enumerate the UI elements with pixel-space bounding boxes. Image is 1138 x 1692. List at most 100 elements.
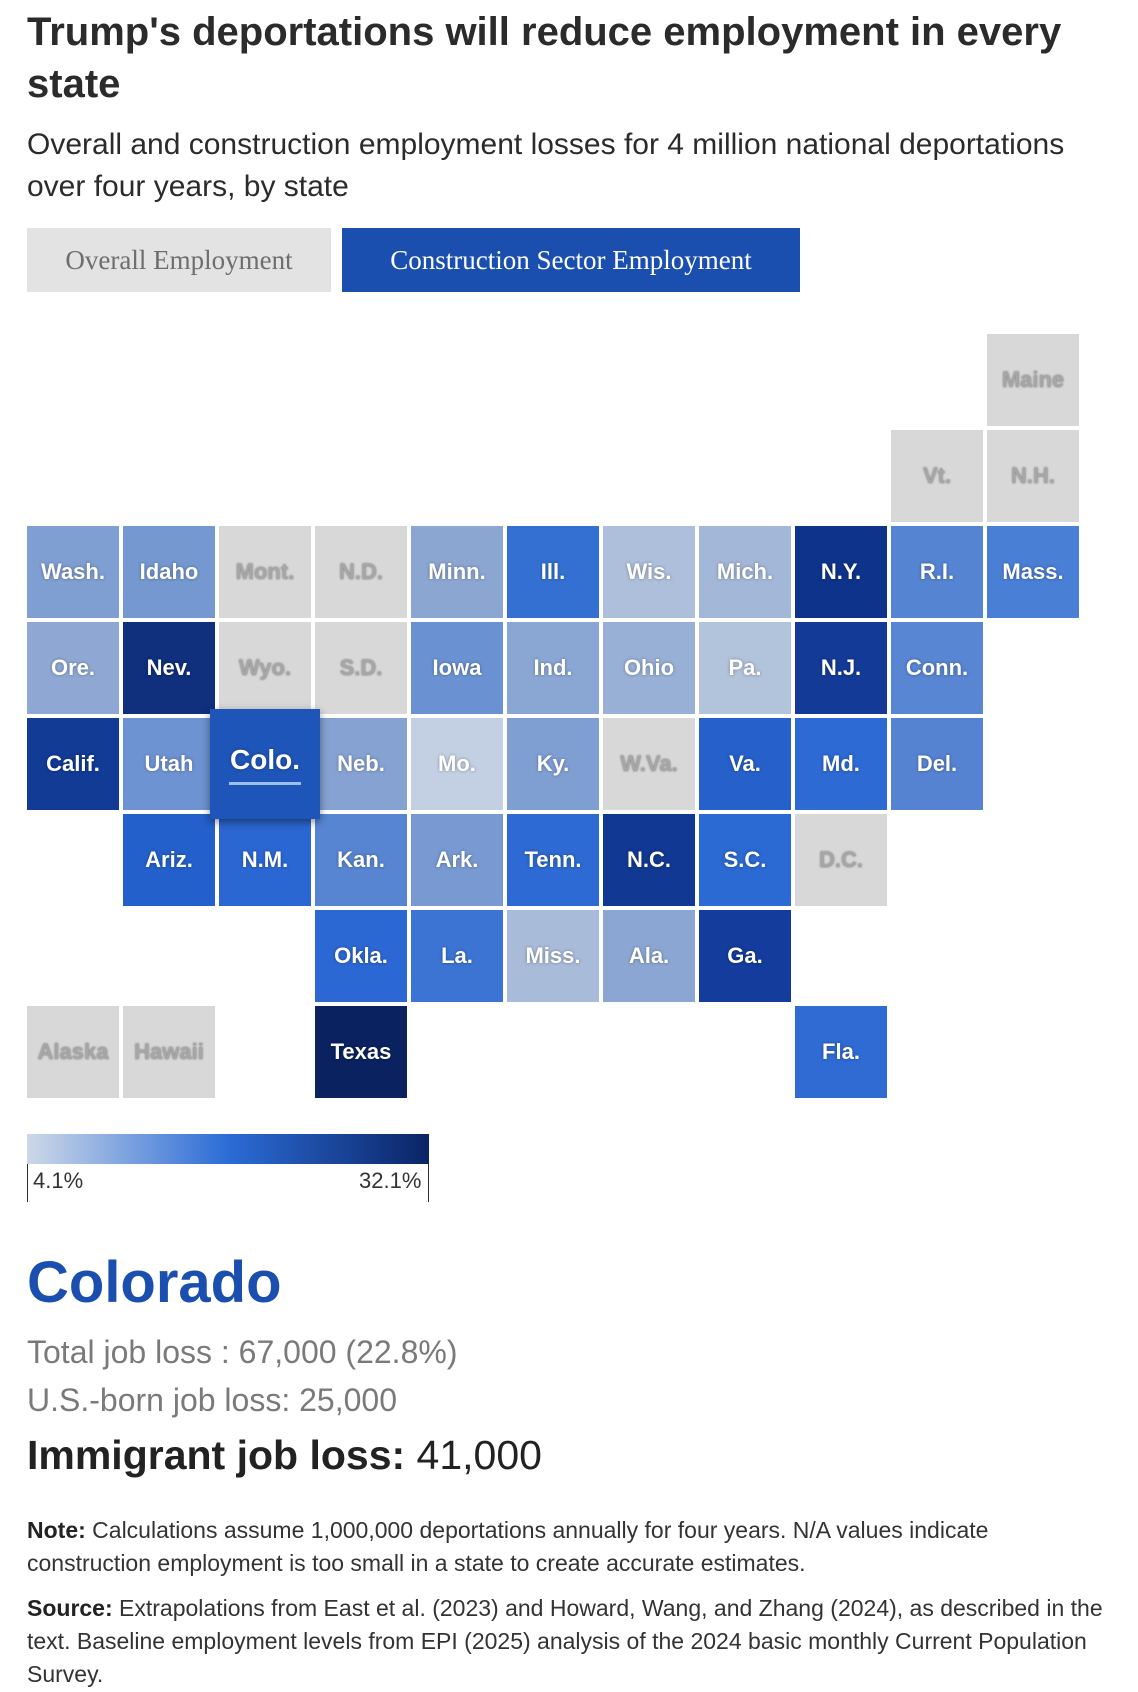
state-tile-s-c[interactable]: S.C. <box>699 814 791 906</box>
state-tile-del[interactable]: Del. <box>891 718 983 810</box>
state-tile-label: Ky. <box>536 751 570 776</box>
state-tile-label: Texas <box>330 1039 392 1064</box>
state-tile-w-va[interactable]: W.Va. <box>603 718 695 810</box>
state-tile-label: Wash. <box>41 559 105 584</box>
state-tile-label: W.Va. <box>620 751 678 776</box>
state-tile-label: La. <box>441 943 473 968</box>
state-tile-ore[interactable]: Ore. <box>27 622 119 714</box>
state-tile-label: S.D. <box>339 655 383 680</box>
state-tile-idaho[interactable]: Idaho <box>123 526 215 618</box>
state-tile-label: Alaska <box>37 1039 109 1064</box>
state-tile-label: Neb. <box>337 751 385 776</box>
state-tile-utah[interactable]: Utah <box>123 718 215 810</box>
state-tile-alaska[interactable]: Alaska <box>27 1006 119 1098</box>
state-tile-label: Ohio <box>623 655 675 680</box>
state-tile-n-c[interactable]: N.C. <box>603 814 695 906</box>
state-tile-label: Tenn. <box>524 847 582 872</box>
state-tile-tenn[interactable]: Tenn. <box>507 814 599 906</box>
state-tile-n-j[interactable]: N.J. <box>795 622 887 714</box>
state-tile-conn[interactable]: Conn. <box>891 622 983 714</box>
state-tile-label: N.C. <box>627 847 671 872</box>
state-tile-label: N.H. <box>1011 463 1055 488</box>
state-tile-nev[interactable]: Nev. <box>123 622 215 714</box>
state-tile-label: Mass. <box>1002 559 1064 584</box>
state-tile-ala[interactable]: Ala. <box>603 910 695 1002</box>
state-tile-minn[interactable]: Minn. <box>411 526 503 618</box>
state-tile-mo[interactable]: Mo. <box>411 718 503 810</box>
state-tile-label: Miss. <box>525 943 581 968</box>
immigrant-job-loss-value: 41,000 <box>405 1432 542 1478</box>
state-tile-hawaii[interactable]: Hawaii <box>123 1006 215 1098</box>
state-tile-wyo[interactable]: Wyo. <box>219 622 311 714</box>
immigrant-job-loss-label: Immigrant job loss: <box>27 1432 406 1478</box>
state-tile-md[interactable]: Md. <box>795 718 887 810</box>
state-tile-n-h[interactable]: N.H. <box>987 430 1079 522</box>
state-tile-d-c[interactable]: D.C. <box>795 814 887 906</box>
state-tile-iowa[interactable]: Iowa <box>411 622 503 714</box>
state-tile-label: Ore. <box>50 655 96 680</box>
state-tile-label: Md. <box>822 751 860 776</box>
selected-state-name: Colorado <box>27 1250 282 1315</box>
state-tile-vt[interactable]: Vt. <box>891 430 983 522</box>
state-tile-wis[interactable]: Wis. <box>603 526 695 618</box>
state-tile-ark[interactable]: Ark. <box>411 814 503 906</box>
state-tile-va[interactable]: Va. <box>699 718 791 810</box>
note-body: Calculations assume 1,000,000 deportatio… <box>27 1517 989 1576</box>
source-body: Extrapolations from East et al. (2023) a… <box>27 1595 1103 1687</box>
state-tile-mass[interactable]: Mass. <box>987 526 1079 618</box>
legend-tick-min <box>27 1164 28 1202</box>
state-tile-ky[interactable]: Ky. <box>507 718 599 810</box>
state-tile-label: Ind. <box>533 655 573 680</box>
state-tile-label: Ga. <box>727 943 763 968</box>
state-tile-label: Conn. <box>905 655 969 680</box>
state-tile-label: Colo. <box>230 743 300 775</box>
state-tile-label: Va. <box>729 751 761 776</box>
total-job-loss: Total job loss : 67,000 (22.8%) <box>27 1334 458 1370</box>
state-tile-label: Wis. <box>626 559 672 584</box>
state-tile-maine[interactable]: Maine <box>987 334 1079 426</box>
state-tile-ariz[interactable]: Ariz. <box>123 814 215 906</box>
chart-title: Trump's deportations will reduce employm… <box>27 10 1062 106</box>
state-tile-label: Kan. <box>337 847 385 872</box>
state-tile-label: Nev. <box>146 655 192 680</box>
state-tile-colo[interactable]: Colo. <box>210 709 320 819</box>
state-tile-la[interactable]: La. <box>411 910 503 1002</box>
state-tile-label: Maine <box>1001 367 1065 392</box>
tab-construction-employment[interactable]: Construction Sector Employment <box>342 228 800 292</box>
state-tile-pa[interactable]: Pa. <box>699 622 791 714</box>
state-tile-kan[interactable]: Kan. <box>315 814 407 906</box>
state-tile-s-d[interactable]: S.D. <box>315 622 407 714</box>
state-tile-label: Fla. <box>822 1039 860 1064</box>
state-tile-label: Iowa <box>432 655 482 680</box>
state-tile-r-i[interactable]: R.I. <box>891 526 983 618</box>
state-tile-label: Minn. <box>428 559 486 584</box>
state-tile-label: Mo. <box>438 751 476 776</box>
state-tile-label: D.C. <box>819 847 863 872</box>
state-tile-label: Pa. <box>728 655 762 680</box>
state-tile-label: Okla. <box>334 943 388 968</box>
state-tile-n-d[interactable]: N.D. <box>315 526 407 618</box>
state-tile-label: Utah <box>144 751 194 776</box>
state-tile-ind[interactable]: Ind. <box>507 622 599 714</box>
us-born-job-loss: U.S.-born job loss: 25,000 <box>27 1382 397 1418</box>
tab-overall-employment[interactable]: Overall Employment <box>27 228 331 292</box>
state-tile-n-y[interactable]: N.Y. <box>795 526 887 618</box>
legend-max-label: 32.1% <box>359 1168 422 1193</box>
state-tile-neb[interactable]: Neb. <box>315 718 407 810</box>
state-tile-texas[interactable]: Texas <box>315 1006 407 1098</box>
state-tile-label: N.M. <box>241 847 289 872</box>
state-tile-ill[interactable]: Ill. <box>507 526 599 618</box>
state-tile-mich[interactable]: Mich. <box>699 526 791 618</box>
state-tile-ga[interactable]: Ga. <box>699 910 791 1002</box>
state-tile-ohio[interactable]: Ohio <box>603 622 695 714</box>
state-tile-calif[interactable]: Calif. <box>27 718 119 810</box>
state-tile-mont[interactable]: Mont. <box>219 526 311 618</box>
state-tile-label: Del. <box>916 751 958 776</box>
state-tile-wash[interactable]: Wash. <box>27 526 119 618</box>
state-tile-miss[interactable]: Miss. <box>507 910 599 1002</box>
state-tile-label: Hawaii <box>134 1039 204 1064</box>
state-tile-okla[interactable]: Okla. <box>315 910 407 1002</box>
state-tile-label: Ill. <box>540 559 566 584</box>
state-tile-n-m[interactable]: N.M. <box>219 814 311 906</box>
state-tile-fla[interactable]: Fla. <box>795 1006 887 1098</box>
